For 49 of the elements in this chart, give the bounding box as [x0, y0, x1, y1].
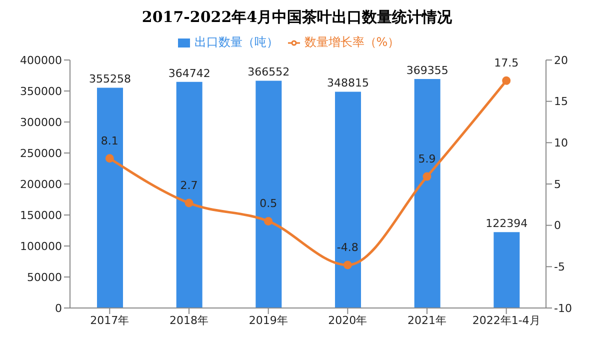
chart-title: 2017-2022年4月中国茶叶出口数量统计情况: [140, 8, 454, 28]
y2-tick-label: 10: [554, 136, 568, 150]
x-tick-label: 2019年: [248, 314, 288, 327]
y-tick-label: 150000: [20, 208, 62, 222]
x-tick-label: 2021年: [408, 314, 446, 327]
data-label: 17.5: [494, 56, 519, 70]
bar: [256, 80, 282, 308]
point: [264, 216, 273, 226]
y2-tick-label: 20: [554, 54, 568, 67]
x-tick-label: 2017年: [90, 314, 130, 327]
bar: [176, 82, 202, 308]
x-tick-label: 2020年: [328, 314, 368, 327]
data-label: 0.5: [260, 197, 278, 210]
data-label: 366552: [248, 66, 290, 79]
y-tick-label: 200000: [20, 178, 62, 191]
data-label: 348815: [327, 76, 369, 90]
y2-tick-label: 0: [554, 219, 561, 232]
y-tick-label: 250000: [20, 146, 62, 160]
point: [422, 172, 432, 181]
y2-tick-label: -10: [554, 302, 572, 315]
y2-tick-label: -5: [554, 260, 565, 274]
bar: [97, 88, 123, 308]
y-tick-label: 400000: [20, 54, 62, 67]
data-label: -4.8: [336, 241, 358, 254]
point: [502, 76, 511, 85]
y2-tick-label: 15: [554, 95, 568, 108]
data-label: 5.9: [418, 152, 436, 166]
y-tick-label: 300000: [20, 116, 62, 129]
data-label: 2.7: [180, 179, 198, 192]
y-tick-label: 100000: [20, 240, 62, 253]
y-tick-label: 350000: [20, 84, 62, 98]
bar: [414, 79, 440, 308]
point: [343, 260, 352, 270]
data-label: 122394: [486, 217, 528, 230]
data-label: 355258: [89, 72, 131, 86]
data-label: 8.1: [100, 134, 118, 148]
y2-tick-label: 5: [554, 178, 561, 191]
point: [184, 198, 194, 208]
x-tick-label: 2022年1-4月: [472, 314, 540, 327]
x-tick-label: 2018年: [170, 314, 208, 327]
legend-label: 数量增长率（%）: [304, 35, 400, 49]
point: [105, 154, 114, 163]
y-tick-label: 50000: [27, 270, 62, 284]
data-label: 364742: [168, 66, 210, 80]
legend-label: 出口数量（吨）: [194, 35, 278, 49]
y-tick-label: 0: [55, 302, 62, 315]
bar: [494, 232, 520, 308]
data-label: 369355: [406, 64, 448, 77]
bar: [335, 92, 361, 308]
